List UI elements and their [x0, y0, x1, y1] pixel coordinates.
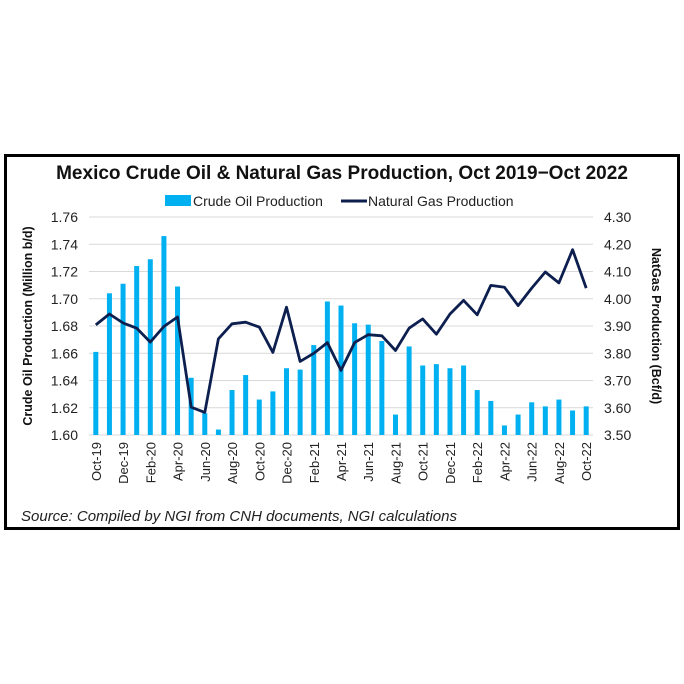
bar-Jan-21: [297, 369, 303, 435]
bar-Mar-20: [161, 236, 167, 435]
x-tick-label: Apr-21: [334, 442, 349, 481]
right-tick-label: 3.90: [604, 318, 631, 334]
bar-Oct-22: [583, 406, 589, 435]
bar-Feb-20: [147, 259, 153, 435]
bar-Nov-20: [270, 391, 276, 435]
bar-Jan-20: [134, 266, 140, 435]
x-tick-label: Aug-21: [388, 442, 403, 484]
bar-Jun-22: [529, 402, 535, 435]
x-tick-label: Feb-21: [307, 442, 322, 483]
bar-Aug-21: [392, 414, 398, 435]
legend-label-crude: Crude Oil Production: [193, 193, 323, 209]
x-tick-label: Oct-20: [252, 442, 267, 481]
bar-Aug-20: [229, 390, 235, 435]
x-tick-label: Jun-21: [361, 442, 376, 482]
x-tick-label: Oct-19: [89, 442, 104, 481]
right-tick-label: 3.50: [604, 427, 631, 443]
x-tick-label: Apr-22: [497, 442, 512, 481]
bar-Sep-22: [570, 410, 576, 435]
bar-Apr-22: [501, 425, 507, 435]
x-tick-label: Aug-20: [225, 442, 240, 484]
bar-Oct-21: [420, 365, 426, 435]
bar-Mar-22: [488, 400, 494, 435]
bar-Sep-21: [406, 346, 412, 435]
bar-Dec-20: [284, 368, 290, 435]
legend-label-gas: Natural Gas Production: [368, 193, 514, 209]
gas-line: [94, 248, 588, 414]
x-tick-label: Jun-20: [198, 442, 213, 482]
left-tick-label: 1.74: [51, 236, 78, 252]
right-tick-label: 3.60: [604, 400, 631, 416]
bar-Dec-19: [120, 283, 126, 435]
left-axis-label: Crude Oil Production (Million b/d): [21, 226, 35, 425]
right-tick-label: 4.10: [604, 264, 631, 280]
right-tick-label: 4.30: [604, 209, 631, 225]
left-tick-label: 1.68: [51, 318, 78, 334]
right-tick-label: 4.20: [604, 236, 631, 252]
right-tick-label: 3.80: [604, 345, 631, 361]
right-axis-label: NatGas Production (Bcf/d): [649, 248, 663, 404]
legend-bar-swatch: [165, 195, 191, 206]
left-tick-label: 1.62: [51, 400, 78, 416]
right-tick-label: 3.70: [604, 373, 631, 389]
bar-Jun-20: [202, 413, 208, 435]
bar-Sep-20: [243, 375, 249, 435]
left-tick-label: 1.64: [51, 373, 78, 389]
left-tick-label: 1.66: [51, 345, 78, 361]
bar-Mar-21: [324, 301, 330, 435]
bar-Feb-22: [474, 390, 480, 435]
left-tick-label: 1.72: [51, 264, 78, 280]
source-note: Source: Compiled by NGI from CNH documen…: [21, 508, 457, 525]
bar-Jul-20: [215, 429, 221, 435]
right-tick-label: 4.00: [604, 291, 631, 307]
bar-Nov-19: [106, 293, 112, 435]
x-tick-label: Dec-20: [280, 442, 295, 484]
bar-Oct-20: [256, 399, 262, 435]
x-tick-label: Apr-20: [171, 442, 186, 481]
bar-Jul-22: [542, 406, 548, 435]
bar-Feb-21: [311, 345, 317, 435]
x-tick-label: Feb-20: [143, 442, 158, 483]
bar-May-21: [352, 323, 358, 435]
bar-Aug-22: [556, 399, 562, 435]
bar-Apr-20: [175, 286, 181, 435]
bar-Dec-21: [447, 368, 453, 435]
bar-Jan-22: [461, 365, 467, 435]
x-tick-label: Dec-21: [443, 442, 458, 484]
x-tick-label: Aug-22: [552, 442, 567, 484]
left-tick-label: 1.70: [51, 291, 78, 307]
x-tick-label: Oct-21: [416, 442, 431, 481]
x-tick-label: Oct-22: [579, 442, 594, 481]
bar-May-22: [515, 414, 521, 435]
bar-Oct-19: [93, 351, 99, 435]
bar-Nov-21: [433, 364, 439, 435]
left-tick-label: 1.60: [51, 427, 78, 443]
x-tick-label: Feb-22: [470, 442, 485, 483]
chart-title: Mexico Crude Oil & Natural Gas Productio…: [56, 163, 628, 184]
bar-Jul-21: [379, 340, 385, 435]
legend: Crude Oil Production Natural Gas Product…: [165, 193, 514, 209]
x-tick-label: Jun-22: [525, 442, 540, 482]
left-tick-label: 1.76: [51, 209, 78, 225]
x-tick-label: Dec-19: [116, 442, 131, 484]
bar-Jun-21: [365, 324, 371, 435]
